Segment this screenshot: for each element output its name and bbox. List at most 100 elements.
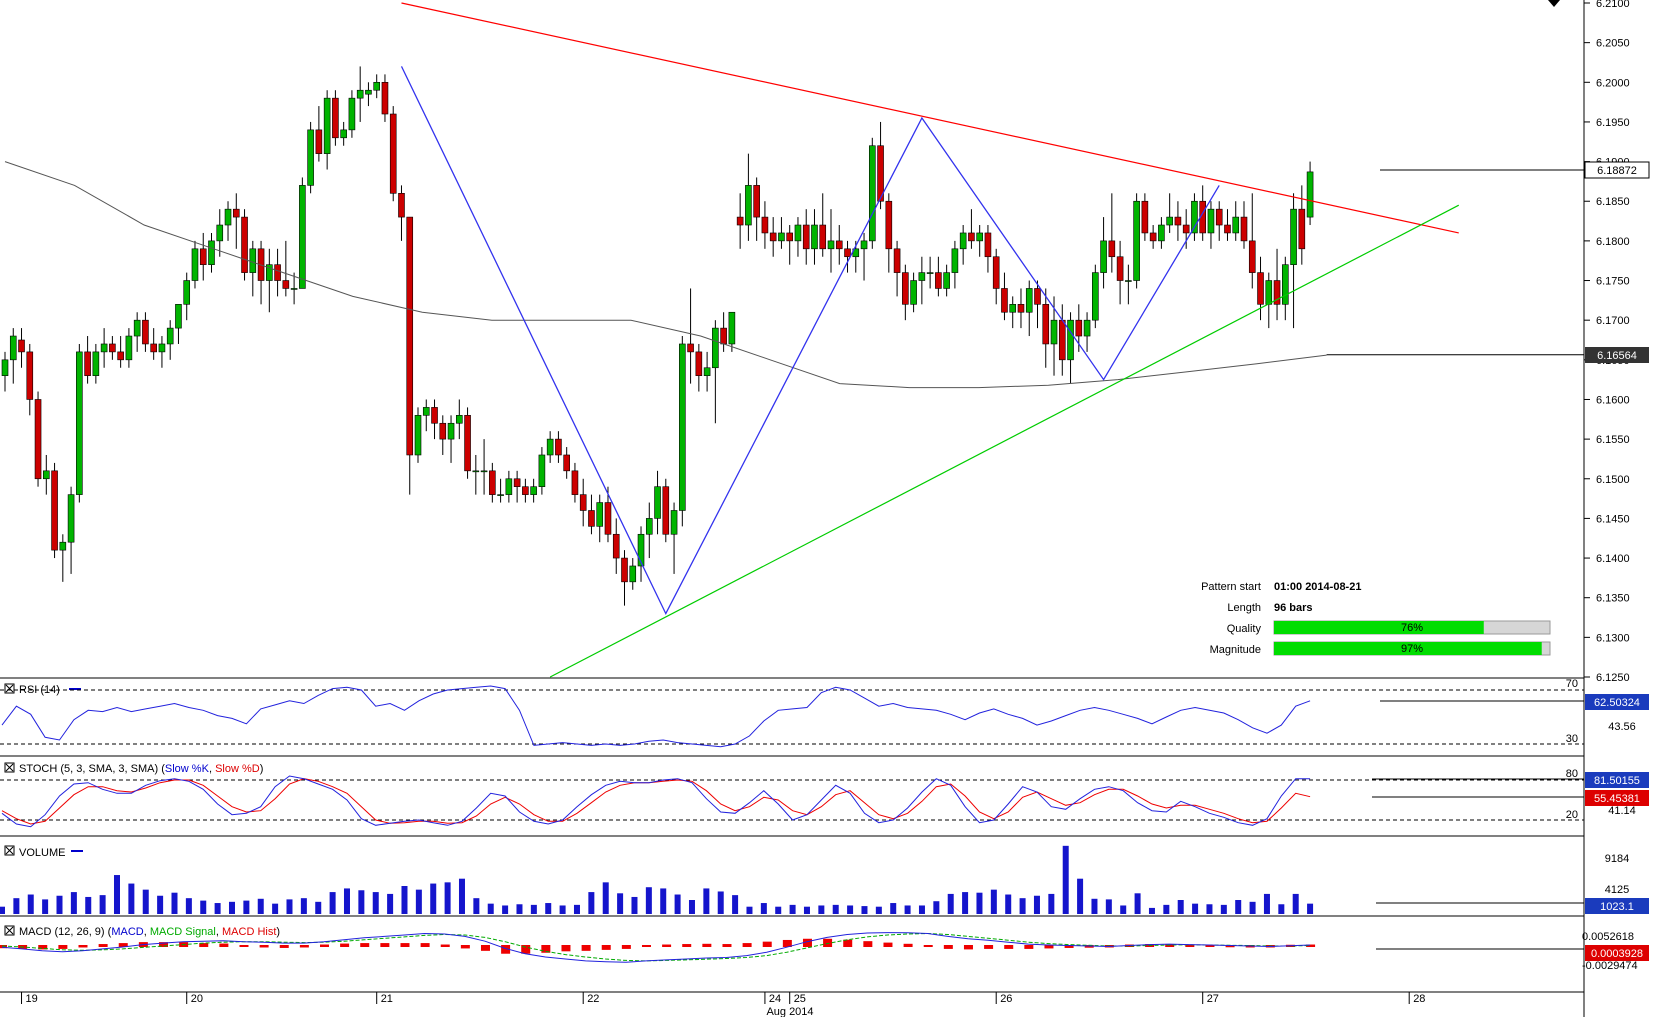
candle-body (1050, 319, 1058, 345)
macd-tick-low: -0.0029474 (1582, 960, 1638, 972)
current-price-label: 6.18872 (1597, 165, 1637, 177)
candle (1141, 193, 1149, 241)
pattern-info: Pattern start 01:00 2014-08-21 Length 96… (1201, 581, 1551, 656)
candle (712, 320, 719, 424)
candle-body (166, 327, 174, 345)
candle-body (835, 240, 843, 250)
candle-body (546, 438, 554, 456)
candle (687, 288, 694, 384)
stoch-d-legend: Slow %D (215, 763, 260, 775)
macd-hist-bar (601, 945, 611, 950)
macd-title: MACD (12, 26, 9) (MACD, MACD Signal, MAC… (19, 926, 280, 938)
volume-bar (962, 892, 969, 914)
candle-body (59, 541, 67, 551)
volume-bar (1307, 903, 1314, 914)
candle-body (282, 280, 290, 289)
macd-hist-bar (98, 944, 108, 947)
volume-bar (818, 905, 825, 914)
volume-bar (1263, 893, 1270, 914)
candle (307, 121, 314, 194)
candle (505, 470, 513, 503)
volume-bar (228, 901, 235, 914)
macd-line-legend: MACD (111, 926, 143, 938)
price-tick-label: 6.2100 (1596, 0, 1630, 10)
magnitude-label: Magnitude (1210, 644, 1261, 656)
candles (1, 66, 1314, 606)
volume-bar (157, 895, 164, 914)
volume-bars (0, 845, 1314, 914)
macd-title-sep1: , (144, 926, 150, 938)
macd-hist-bar (299, 945, 309, 948)
candle (530, 478, 537, 503)
candle-body (910, 280, 917, 305)
volume-bar (947, 893, 954, 914)
volume-bar (1177, 900, 1184, 914)
candle-body (455, 415, 463, 424)
candle-body (266, 264, 273, 281)
candle-body (778, 232, 785, 242)
candle (794, 217, 802, 257)
macd-title-close: ) (276, 926, 280, 938)
candle-body (902, 272, 909, 305)
candle (76, 343, 83, 503)
candle-body (926, 272, 934, 274)
volume-bar (444, 882, 451, 914)
stoch-mid-label: 41.14 (1608, 805, 1636, 817)
volume-bar (1235, 900, 1242, 914)
candle-body (1083, 319, 1091, 337)
candle (522, 478, 529, 503)
candle (1282, 256, 1289, 321)
candle-body (604, 502, 612, 535)
pattern-zigzag (400, 66, 1220, 616)
candle (877, 121, 884, 210)
volume-bar (185, 898, 192, 914)
candle-body (1248, 240, 1256, 273)
candle (679, 336, 686, 527)
candle-body (538, 454, 546, 487)
macd-title-text: MACD (12, 26, 9) (19, 926, 105, 938)
volume-bar (660, 888, 667, 914)
macd-hist-bar (58, 945, 68, 949)
date-tick-label: 24 (769, 993, 781, 1005)
stoch-k-legend: Slow %K (165, 763, 210, 775)
candle-body (125, 335, 133, 361)
candle-body (183, 280, 191, 305)
candle-body (819, 224, 827, 250)
candle (959, 225, 967, 265)
price-tick-label: 6.2000 (1596, 77, 1630, 89)
candle-body (1166, 216, 1173, 226)
macd-hist-bar (782, 939, 792, 947)
volume-bar (27, 894, 34, 914)
candle (538, 447, 546, 495)
macd-value-label: 0.0003928 (1591, 948, 1643, 960)
candle-body (447, 422, 455, 440)
candle-body (84, 351, 91, 376)
candle (629, 558, 637, 590)
date-tick-label: 26 (1000, 993, 1012, 1005)
candle (612, 518, 620, 574)
macd-hist-bar (1024, 945, 1034, 949)
volume-bar (861, 906, 868, 914)
price-tick-label: 6.1300 (1596, 632, 1630, 644)
volume-bar (1077, 878, 1084, 914)
candle (621, 550, 628, 606)
price-tick-label: 6.1800 (1596, 236, 1630, 248)
volume-bar (933, 901, 940, 914)
candle (282, 240, 290, 297)
price-tick-label: 6.1550 (1596, 434, 1630, 446)
date-tick-label: 19 (26, 993, 38, 1005)
macd-value-box (1585, 945, 1649, 961)
candle-body (9, 335, 17, 361)
scroll-marker-icon[interactable] (1548, 0, 1560, 7)
macd-signal-legend: MACD Signal (150, 926, 216, 938)
candle-body (216, 224, 224, 242)
candle-body (274, 264, 281, 281)
candle (918, 256, 926, 305)
candle-body (513, 478, 521, 487)
volume-bar (214, 903, 221, 914)
magnitude-value: 97% (1401, 643, 1423, 655)
candle (1125, 264, 1132, 305)
date-tick-label: 20 (191, 993, 203, 1005)
volume-bar (1048, 893, 1055, 914)
candle (1034, 280, 1041, 329)
